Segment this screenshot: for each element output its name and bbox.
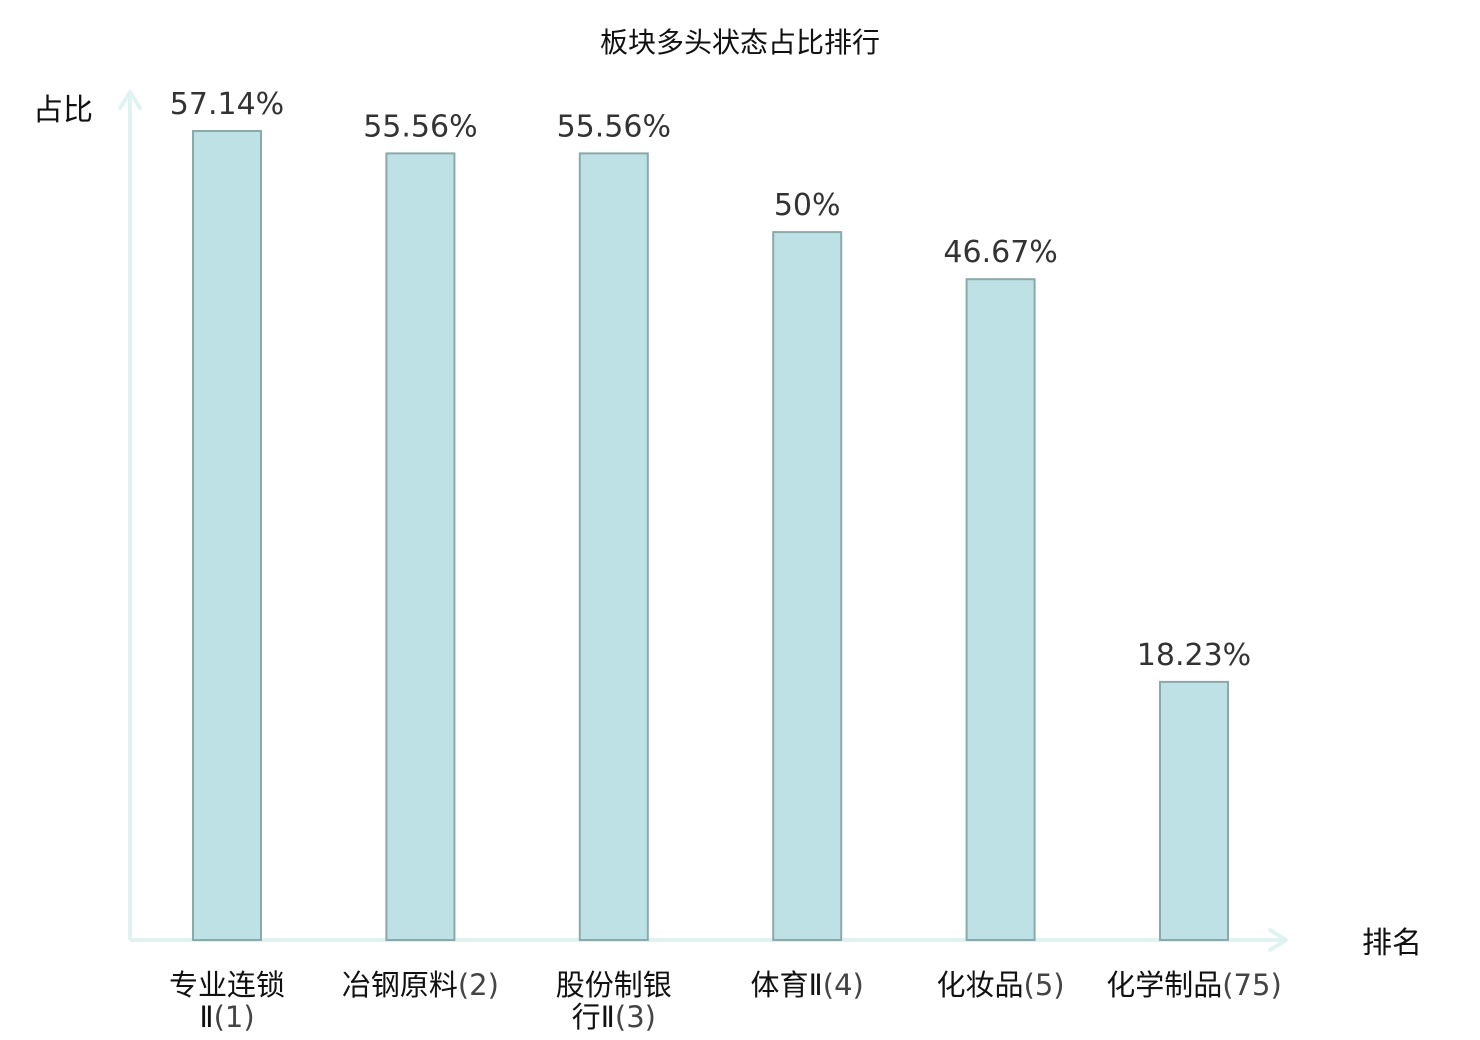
category-labels-group: 专业连锁 Ⅱ(1) 冶钢原料(2) 股份制银行Ⅱ(3) 体育Ⅱ(4) 化妆品(5) 化学制品…	[169, 968, 1282, 1034]
bar-value-label: 18.23%	[1137, 638, 1251, 673]
axes	[118, 90, 1288, 952]
category-rank: (1)	[214, 1000, 255, 1034]
bar	[1159, 680, 1229, 942]
category-label: 化妆品(5)	[937, 968, 1065, 1002]
chart-title: 板块多头状态占比排行	[600, 26, 880, 59]
category-label: 专业连锁 Ⅱ(1)	[169, 968, 285, 1034]
value-labels-group: 57.14% 55.56% 55.56% 50% 46.67% 18.23%	[170, 87, 1251, 673]
bar-value-label: 57.14%	[170, 87, 284, 122]
category-rank: (4)	[823, 968, 864, 1002]
bars-group	[192, 130, 1229, 942]
bar	[192, 130, 262, 941]
bar	[385, 152, 456, 941]
bar	[578, 152, 649, 941]
bar-value-label: 55.56%	[363, 109, 477, 144]
category-rank: (5)	[1024, 968, 1065, 1002]
bar-value-label: 50%	[774, 188, 841, 223]
category-rank: (3)	[615, 1000, 656, 1034]
y-axis-arrow	[118, 90, 142, 110]
category-label: 化学制品(75)	[1106, 968, 1282, 1002]
category-rank: (75)	[1222, 968, 1282, 1002]
y-axis-label: 占比	[33, 93, 93, 128]
category-label: 股份制银行Ⅱ(3)	[556, 968, 672, 1034]
bar	[772, 231, 843, 942]
x-axis-arrow	[1268, 928, 1288, 952]
category-label: 冶钢原料(2)	[342, 968, 499, 1002]
bar	[965, 278, 1036, 941]
category-label: 体育Ⅱ(4)	[751, 968, 864, 1002]
bar-value-label: 46.67%	[943, 235, 1057, 270]
bar-value-label: 55.56%	[557, 109, 671, 144]
x-axis-label: 排名	[1362, 926, 1422, 961]
category-rank: (2)	[458, 968, 499, 1002]
